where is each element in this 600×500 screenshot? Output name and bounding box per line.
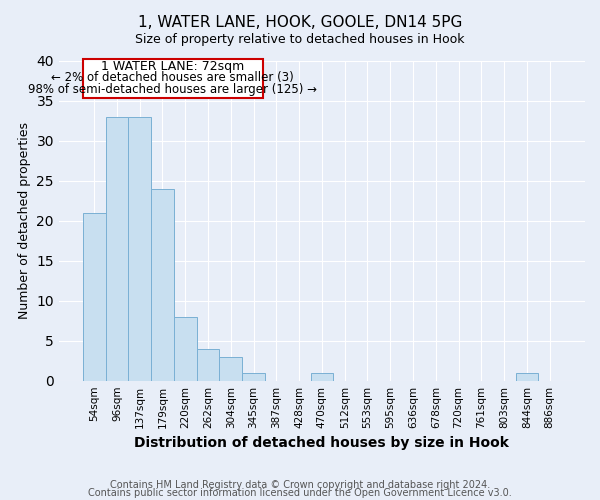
Text: Contains HM Land Registry data © Crown copyright and database right 2024.: Contains HM Land Registry data © Crown c… (110, 480, 490, 490)
Bar (83, 212, 106, 380)
Bar (515, 372, 538, 380)
Bar (174, 316, 197, 380)
Text: 1 WATER LANE: 72sqm: 1 WATER LANE: 72sqm (101, 60, 244, 72)
Bar (83, 59, 263, 98)
Text: 98% of semi-detached houses are larger (125) →: 98% of semi-detached houses are larger (… (28, 83, 317, 96)
Bar (242, 372, 265, 380)
Bar (128, 116, 151, 380)
Y-axis label: Number of detached properties: Number of detached properties (18, 122, 31, 319)
Text: Contains public sector information licensed under the Open Government Licence v3: Contains public sector information licen… (88, 488, 512, 498)
Bar (106, 116, 128, 380)
Bar (220, 356, 242, 380)
Text: Size of property relative to detached houses in Hook: Size of property relative to detached ho… (135, 32, 465, 46)
Text: ← 2% of detached houses are smaller (3): ← 2% of detached houses are smaller (3) (52, 71, 294, 84)
Bar (151, 188, 174, 380)
X-axis label: Distribution of detached houses by size in Hook: Distribution of detached houses by size … (134, 436, 509, 450)
Bar (311, 372, 334, 380)
Bar (197, 348, 220, 380)
Text: 1, WATER LANE, HOOK, GOOLE, DN14 5PG: 1, WATER LANE, HOOK, GOOLE, DN14 5PG (138, 15, 462, 30)
